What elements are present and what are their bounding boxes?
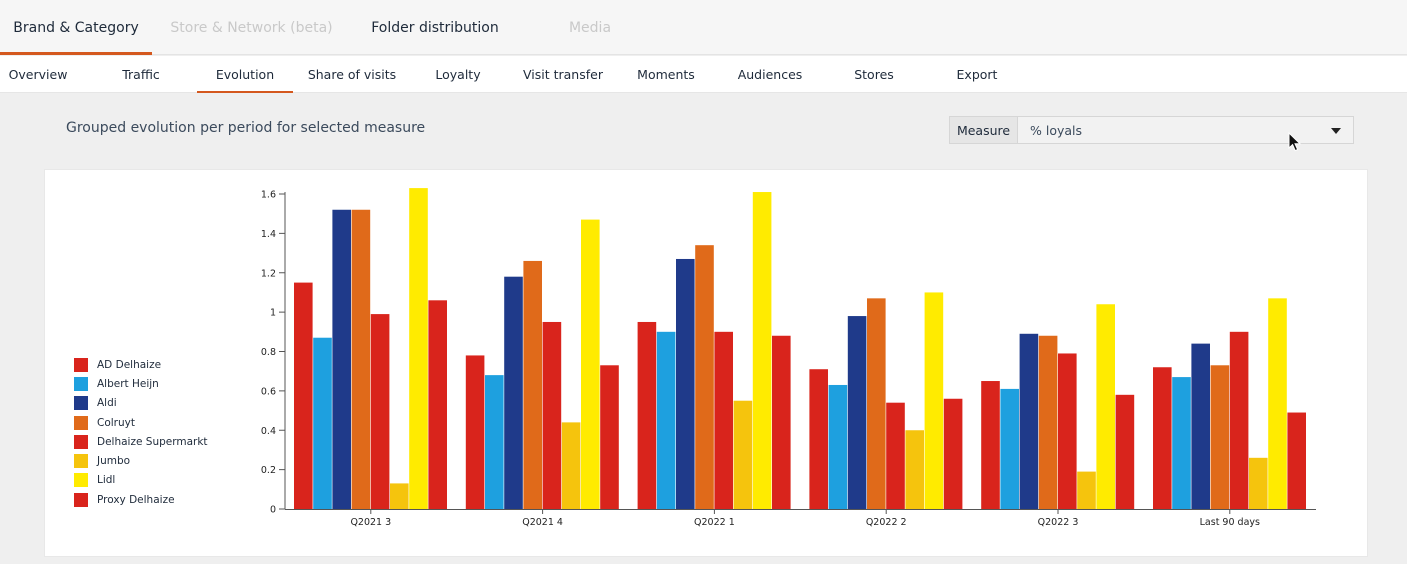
legend-label: AD Delhaize	[97, 358, 162, 371]
tab-audiences-label: Audiences	[737, 67, 803, 82]
tab-media-label: Media	[568, 19, 612, 36]
measure-selector: Measure % loyals	[949, 116, 1354, 144]
tab-loyalty[interactable]: Loyalty	[428, 56, 488, 93]
legend-swatch	[74, 492, 88, 507]
legend-swatch	[74, 415, 88, 430]
legend-swatch	[74, 454, 88, 469]
section-title: Grouped evolution per period for selecte…	[66, 120, 426, 136]
tab-export-label: Export	[956, 67, 998, 82]
active-tab-underline	[0, 52, 152, 55]
legend-item[interactable]: Proxy Delhaize	[74, 490, 208, 509]
tab-overview[interactable]: Overview	[0, 56, 76, 93]
mouse-cursor-icon	[1288, 132, 1302, 152]
tab-overview-label: Overview	[8, 67, 68, 82]
legend-label: Albert Heijn	[97, 377, 159, 390]
legend-item[interactable]: Colruyt	[74, 413, 208, 432]
tab-brand-category-label: Brand & Category	[13, 19, 139, 36]
legend-item[interactable]: Aldi	[74, 394, 208, 413]
tab-traffic[interactable]: Traffic	[106, 56, 176, 93]
measure-selected-value: % loyals	[1030, 122, 1083, 138]
tab-media[interactable]: Media	[550, 0, 630, 55]
tab-share-of-visits[interactable]: Share of visits	[306, 56, 398, 93]
legend-label: Colruyt	[97, 416, 135, 429]
tab-share-of-visits-label: Share of visits	[307, 67, 397, 82]
chart-legend: AD Delhaize Albert Heijn Aldi Colruyt Delhai…	[74, 355, 208, 509]
tab-visit-transfer-label: Visit transfer	[523, 67, 603, 82]
measure-label: Measure	[950, 117, 1018, 143]
legend-item[interactable]: Jumbo	[74, 451, 208, 470]
caret-down-icon	[1331, 128, 1341, 134]
tab-folder-distribution[interactable]: Folder distribution	[360, 0, 510, 55]
legend-item[interactable]: Albert Heijn	[74, 374, 208, 393]
legend-swatch	[74, 473, 88, 488]
legend-swatch	[74, 357, 88, 372]
tab-stores-label: Stores	[854, 67, 894, 82]
tab-audiences[interactable]: Audiences	[732, 56, 808, 93]
tab-traffic-label: Traffic	[122, 67, 160, 82]
legend-label: Lidl	[97, 474, 116, 487]
legend-item[interactable]: Delhaize Supermarkt	[74, 432, 208, 451]
active-subtab-underline	[197, 91, 293, 93]
legend-label: Aldi	[97, 397, 117, 410]
legend-swatch	[74, 396, 88, 411]
sub-tab-bar: Overview Traffic Evolution Share of visi…	[0, 56, 1407, 93]
measure-dropdown[interactable]: % loyals	[1018, 117, 1353, 143]
tab-stores[interactable]: Stores	[846, 56, 902, 93]
legend-label: Delhaize Supermarkt	[97, 435, 208, 448]
tab-store-network[interactable]: Store & Network (beta)	[163, 0, 340, 55]
tab-moments-label: Moments	[637, 67, 695, 82]
legend-label: Proxy Delhaize	[97, 493, 175, 506]
legend-swatch	[74, 376, 88, 391]
tab-evolution-label: Evolution	[215, 67, 275, 82]
legend-item[interactable]: Lidl	[74, 471, 208, 490]
tab-brand-category[interactable]: Brand & Category	[0, 0, 152, 55]
tab-export[interactable]: Export	[950, 56, 1004, 93]
top-tab-bar: Brand & Category Store & Network (beta) …	[0, 0, 1407, 55]
chart-card	[44, 169, 1368, 557]
tab-visit-transfer[interactable]: Visit transfer	[520, 56, 606, 93]
tab-loyalty-label: Loyalty	[435, 67, 481, 82]
legend-swatch	[74, 434, 88, 449]
tab-folder-distribution-label: Folder distribution	[371, 19, 499, 36]
tab-evolution[interactable]: Evolution	[197, 56, 293, 93]
tab-store-network-label: Store & Network (beta)	[170, 19, 333, 36]
legend-label: Jumbo	[97, 455, 131, 468]
legend-item[interactable]: AD Delhaize	[74, 355, 208, 374]
tab-moments[interactable]: Moments	[630, 56, 702, 93]
